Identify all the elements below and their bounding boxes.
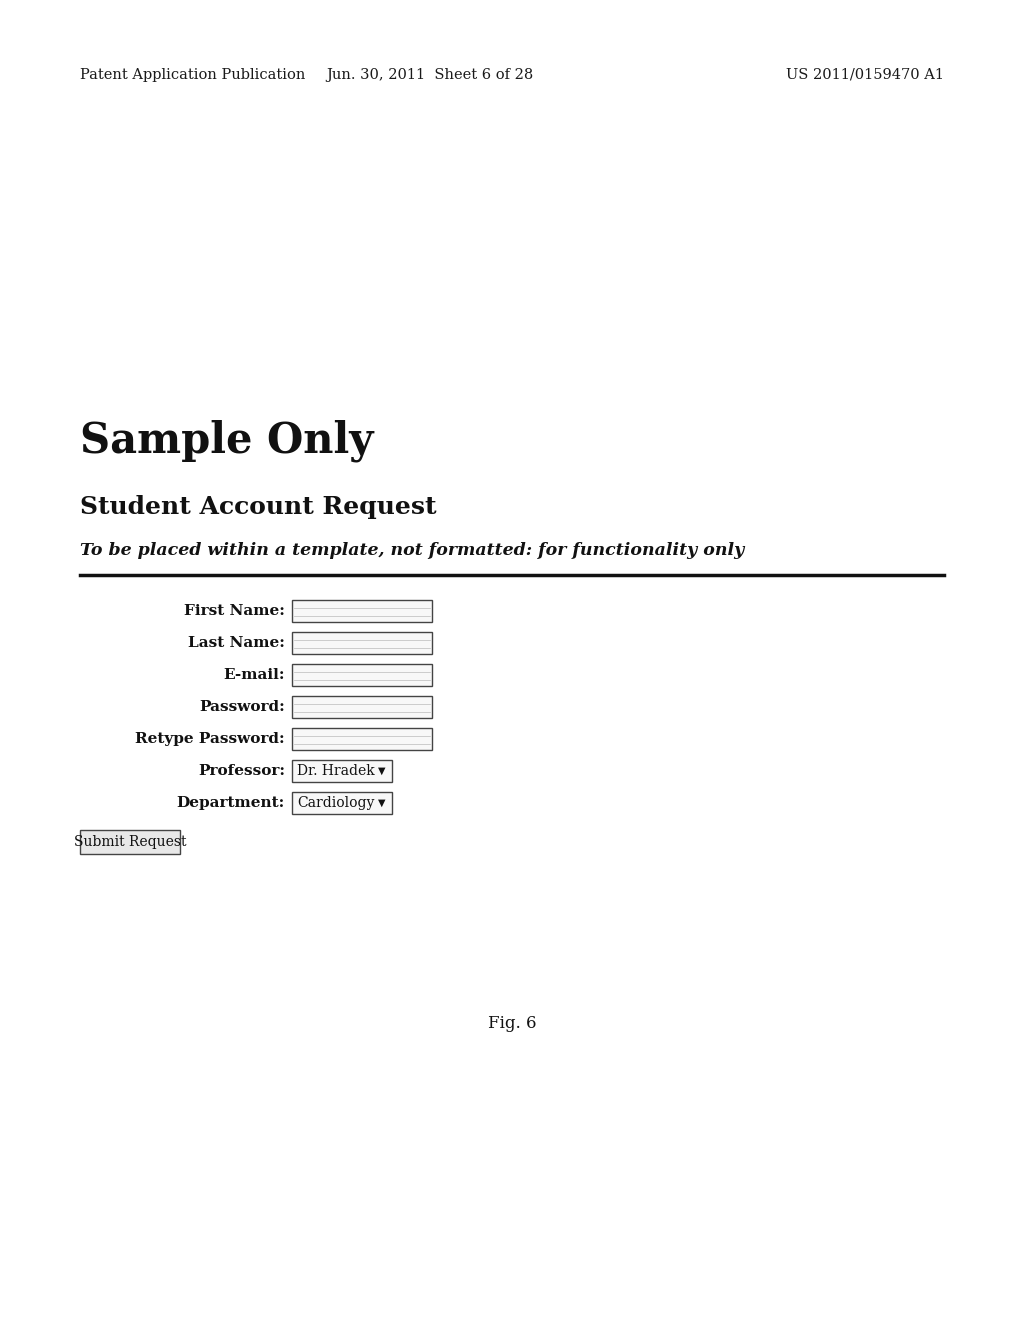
FancyBboxPatch shape	[292, 632, 432, 653]
Text: Sample Only: Sample Only	[80, 420, 374, 462]
Text: Cardiology: Cardiology	[297, 796, 375, 810]
Text: ▼: ▼	[378, 766, 385, 776]
Text: Dr. Hradek: Dr. Hradek	[297, 764, 375, 777]
Text: Password:: Password:	[200, 700, 285, 714]
Text: Retype Password:: Retype Password:	[135, 733, 285, 746]
Text: To be placed within a template, not formatted: for functionality only: To be placed within a template, not form…	[80, 543, 744, 558]
Text: E-mail:: E-mail:	[223, 668, 285, 682]
Text: ▼: ▼	[378, 799, 385, 808]
FancyBboxPatch shape	[292, 729, 432, 750]
FancyBboxPatch shape	[292, 792, 392, 814]
FancyBboxPatch shape	[292, 664, 432, 686]
FancyBboxPatch shape	[292, 601, 432, 622]
FancyBboxPatch shape	[292, 760, 392, 781]
Text: Department:: Department:	[177, 796, 285, 810]
FancyBboxPatch shape	[292, 696, 432, 718]
Text: US 2011/0159470 A1: US 2011/0159470 A1	[786, 69, 944, 82]
Text: Last Name:: Last Name:	[188, 636, 285, 649]
Text: Submit Request: Submit Request	[74, 836, 186, 849]
Text: Student Account Request: Student Account Request	[80, 495, 436, 519]
Text: Patent Application Publication: Patent Application Publication	[80, 69, 305, 82]
Text: Fig. 6: Fig. 6	[487, 1015, 537, 1032]
FancyBboxPatch shape	[80, 830, 180, 854]
Text: First Name:: First Name:	[184, 605, 285, 618]
Text: Professor:: Professor:	[198, 764, 285, 777]
Text: Jun. 30, 2011  Sheet 6 of 28: Jun. 30, 2011 Sheet 6 of 28	[327, 69, 534, 82]
